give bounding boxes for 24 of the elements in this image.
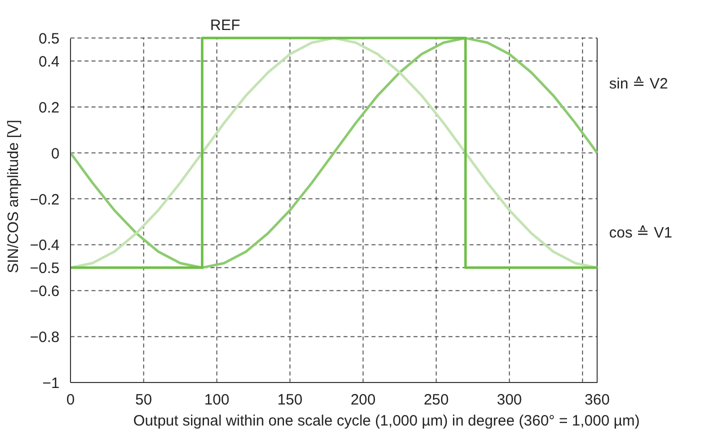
x-axis-title: Output signal within one scale cycle (1,000 µm) in degree (360° = 1,000 µm) [133,412,640,430]
y-axis-title: SIN/COS amplitude [V] [4,120,22,274]
y-tick-label: 0.4 [38,54,60,71]
x-tick-label: 300 [496,392,522,408]
y-tick-label: −1 [42,375,60,392]
annotation: REF [210,17,240,34]
x-tick-label: 250 [424,392,449,408]
text: sin ≙ V2 [609,75,668,92]
x-tick-label: 150 [277,392,302,408]
y-tick-label: −0.2 [30,191,60,208]
text: cos ≙ V1 [609,224,672,242]
x-tick-label: 360 [584,392,610,408]
y-tick-label: 0.5 [38,30,60,48]
y-tick-label: −0.5 [30,260,60,278]
x-tick-label: 50 [135,392,152,408]
x-tick-label: 200 [350,392,376,408]
y-tick-label: 0 [51,145,60,162]
y-tick-label: −0.6 [30,283,60,300]
x-tick-label: 100 [204,392,230,408]
y-tick-label: −0.4 [30,237,60,254]
y-tick-label: 0.2 [38,99,60,116]
y-tick-label: −0.8 [30,329,60,346]
x-tick-label: 0 [66,392,75,408]
line-series [70,36,598,269]
